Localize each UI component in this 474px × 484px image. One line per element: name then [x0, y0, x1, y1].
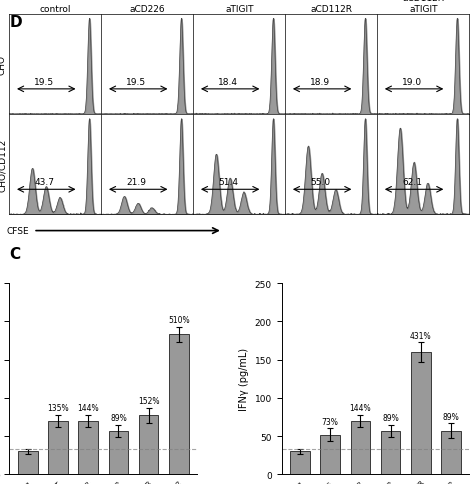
Text: 19.5: 19.5	[34, 78, 55, 87]
Title: aCD112R: aCD112R	[310, 5, 352, 14]
Bar	[169, 334, 189, 474]
Bar	[109, 431, 128, 474]
Text: 19.0: 19.0	[402, 78, 422, 87]
Bar	[48, 421, 68, 474]
Bar	[350, 421, 370, 474]
Y-axis label: IFNγ (pg/mL): IFNγ (pg/mL)	[239, 348, 249, 410]
Bar	[139, 416, 158, 474]
Text: 62.1: 62.1	[402, 178, 422, 187]
Text: D: D	[9, 15, 22, 30]
Text: 89%: 89%	[382, 413, 399, 423]
Text: 135%: 135%	[47, 404, 69, 412]
Text: 55.0: 55.0	[310, 178, 330, 187]
Text: 21.9: 21.9	[127, 178, 146, 187]
Title: aCD112R
aTIGIT: aCD112R aTIGIT	[402, 0, 444, 14]
Text: 43.7: 43.7	[35, 178, 55, 187]
Text: 18.4: 18.4	[219, 78, 238, 87]
Text: 73%: 73%	[322, 417, 338, 426]
Text: 19.5: 19.5	[126, 78, 146, 87]
Text: 144%: 144%	[349, 404, 371, 412]
Bar	[411, 352, 430, 474]
Bar	[441, 431, 461, 474]
Bar	[381, 431, 401, 474]
Text: 51.4: 51.4	[219, 178, 238, 187]
Y-axis label: CHO: CHO	[0, 55, 7, 75]
Y-axis label: CHO/CD112: CHO/CD112	[0, 138, 7, 191]
Bar	[18, 452, 37, 474]
Text: CFSE: CFSE	[7, 227, 29, 236]
Text: 152%: 152%	[138, 396, 159, 406]
Title: aTIGIT: aTIGIT	[225, 5, 254, 14]
Bar	[290, 452, 310, 474]
Bar	[320, 435, 340, 474]
Text: 18.9: 18.9	[310, 78, 330, 87]
Text: 144%: 144%	[77, 404, 99, 412]
Text: 431%: 431%	[410, 331, 431, 340]
Text: 510%: 510%	[168, 316, 190, 325]
Title: control: control	[40, 5, 71, 14]
Text: 89%: 89%	[443, 412, 459, 421]
Text: C: C	[9, 247, 20, 262]
Bar	[78, 421, 98, 474]
Text: 89%: 89%	[110, 413, 127, 423]
Title: aCD226: aCD226	[129, 5, 165, 14]
